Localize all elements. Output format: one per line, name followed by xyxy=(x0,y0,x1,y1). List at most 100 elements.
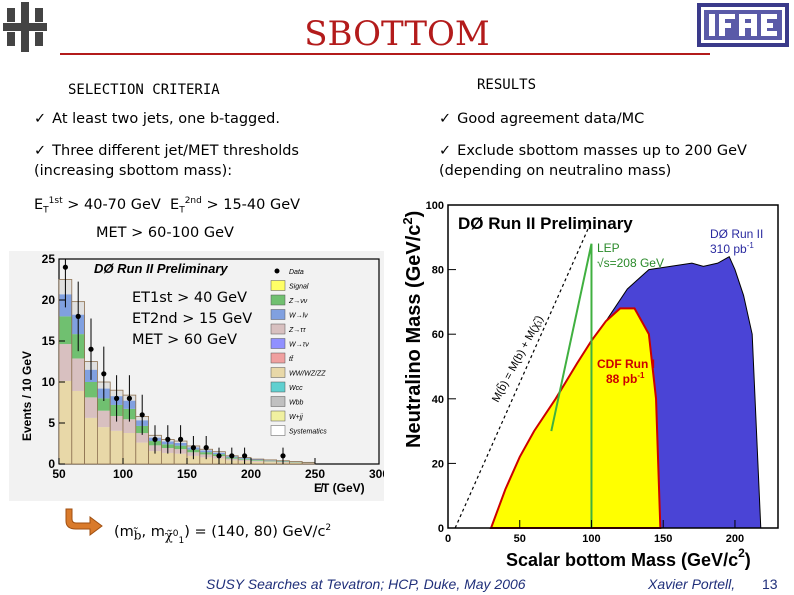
exclusion-plot: Neutralino Mass (GeV/c2) 0 20 40 60 80 100 0 5… xyxy=(392,190,792,574)
criteria-bullet-1-text: At least two jets, one b-tagged. xyxy=(52,111,280,127)
legend-swatch xyxy=(270,367,286,378)
selection-criteria-heading: SELECTION CRITERIA xyxy=(68,82,220,98)
histogram-ylabel: Events / 10 GeV xyxy=(20,351,34,441)
exclusion-xtick-label: 0 xyxy=(445,533,451,545)
exclusion-ylabel: Neutralino Mass (GeV/c2) xyxy=(400,211,425,448)
legend-entry: W→lν xyxy=(289,313,308,320)
legend-swatch xyxy=(270,280,286,291)
criteria-bullet-1: ✓ At least two jets, one b-tagged. xyxy=(34,109,280,129)
legend-swatch xyxy=(270,410,286,422)
lep-energy: √s=208 GeV xyxy=(597,256,664,270)
histogram-bar-segment xyxy=(97,398,111,411)
exclusion-ytick-label: 80 xyxy=(432,265,444,277)
legend-entry: Z→ττ xyxy=(288,327,306,334)
histogram-data-point xyxy=(75,313,81,319)
histogram-data-point xyxy=(101,371,107,377)
et1-sup: 1st xyxy=(48,196,63,206)
histogram-data-point xyxy=(152,436,158,442)
exclusion-title: DØ Run II Preliminary xyxy=(458,214,633,233)
exclusion-regions xyxy=(489,255,762,529)
histogram-yticks: 0 5 10 15 20 25 xyxy=(42,252,65,471)
histogram-bar-segment xyxy=(263,462,277,464)
neutralino-symbol: χ̃ xyxy=(164,528,173,544)
et1-value: > 40-70 GeV xyxy=(62,196,161,213)
exclusion-xlabel: Scalar bottom Mass (GeV/c2) xyxy=(506,546,751,570)
histogram-bar-segment xyxy=(84,417,98,464)
sbottom-symbol: b̃ xyxy=(133,528,142,543)
legend-entry: Signal xyxy=(289,284,309,291)
et1-symbol: E xyxy=(34,196,44,213)
exclusion-yticks: 0 20 40 60 80 100 xyxy=(426,200,456,535)
lep-label: LEP xyxy=(597,241,620,255)
histogram-data-point xyxy=(165,436,171,442)
histogram-data-point xyxy=(280,453,286,459)
check-icon: ✓ xyxy=(34,143,47,159)
kinematic-limit-line xyxy=(454,220,593,529)
histogram-cuts-overlay: ET1st > 40 GeV ET2nd > 15 GeV MET > 60 G… xyxy=(132,288,252,351)
exclusion-xtick-label: 150 xyxy=(654,533,672,545)
histogram-data-point xyxy=(190,445,196,451)
legend-swatch xyxy=(270,323,286,335)
histogram-title: DØ Run II Preliminary xyxy=(94,261,228,276)
arrow-icon xyxy=(65,508,103,536)
histogram-bar-segment xyxy=(289,462,303,464)
histogram-bar-segment xyxy=(59,316,72,345)
histogram-data-point xyxy=(242,453,248,459)
histogram-xtick-label: 200 xyxy=(241,467,261,481)
results-bullet-1-text: Good agreement data/MC xyxy=(457,111,645,127)
best-point-open: (m xyxy=(114,523,134,540)
exclusion-ytick-label: 40 xyxy=(432,394,444,406)
histogram-data-point xyxy=(178,436,184,442)
best-point-unit-sup: 2 xyxy=(325,523,332,533)
exclusion-xtick-label: 200 xyxy=(726,533,744,545)
histogram-bar-segment xyxy=(110,430,123,464)
histogram-bar-segment xyxy=(97,410,111,428)
histogram-bar-segment xyxy=(263,460,277,462)
legend-swatch xyxy=(270,396,286,407)
histogram-xlabel: E̸T (GeV) xyxy=(314,481,365,495)
footer-author: Xavier Portell, xyxy=(648,576,736,592)
d0-lumi-label: 310 pb-1 xyxy=(710,241,754,256)
et2-sub: T xyxy=(179,205,185,216)
histogram-bar-segment xyxy=(84,397,98,418)
histogram-ytick-label: 0 xyxy=(48,457,55,471)
histogram-bar-segment xyxy=(135,433,149,443)
neutralino-sub: 1 xyxy=(178,535,185,546)
histogram-bar-segment xyxy=(148,451,162,464)
histogram-bar-segment xyxy=(59,344,72,381)
met-threshold: MET > 60-100 GeV xyxy=(96,225,234,241)
legend-entry: tt̄ xyxy=(289,355,294,363)
legend-swatch xyxy=(270,309,286,320)
histogram-bar-segment xyxy=(263,461,277,463)
legend-entry: Data xyxy=(289,269,304,276)
criteria-bullet-2-line1: Three different jet/MET thresholds xyxy=(52,143,299,159)
histogram-data-point xyxy=(139,412,145,418)
legend-marker xyxy=(274,268,280,274)
histogram-data-point xyxy=(229,453,235,459)
histogram-xtick-label: 150 xyxy=(177,467,197,481)
histogram-ytick-label: 10 xyxy=(42,375,56,389)
exclusion-ytick-label: 100 xyxy=(426,200,444,212)
histogram-data-point xyxy=(88,346,94,352)
exclusion-ytick-label: 0 xyxy=(438,523,444,535)
histogram-data-points xyxy=(62,259,286,464)
histogram-bar-segment xyxy=(199,457,213,464)
histogram-bar-segment xyxy=(251,461,264,464)
cdf-run1-label: CDF Run I xyxy=(597,357,655,371)
exclusion-xtick-label: 50 xyxy=(514,533,526,545)
histogram-xtick-label: 50 xyxy=(52,467,66,481)
legend-swatch xyxy=(270,294,286,306)
histogram-data-point xyxy=(216,453,222,459)
histogram-bar-segment xyxy=(71,390,85,464)
ifae-logo xyxy=(697,3,789,47)
best-point-mid: , m xyxy=(141,523,165,540)
histogram-bar-segment xyxy=(174,453,187,464)
slide-title: SBOTTOM xyxy=(304,14,490,54)
legend-entry: W→τν xyxy=(289,342,309,349)
cut-et2: ET2nd > 15 GeV xyxy=(132,311,253,327)
check-icon: ✓ xyxy=(34,111,47,127)
results-bullet-1: ✓ Good agreement data/MC xyxy=(439,109,644,129)
cdf-lumi-label: 88 pb-1 xyxy=(606,371,645,386)
histogram-bar-segment xyxy=(251,460,264,461)
footer-talk: SUSY Searches at Tevatron; HCP, Duke, Ma… xyxy=(206,576,526,592)
